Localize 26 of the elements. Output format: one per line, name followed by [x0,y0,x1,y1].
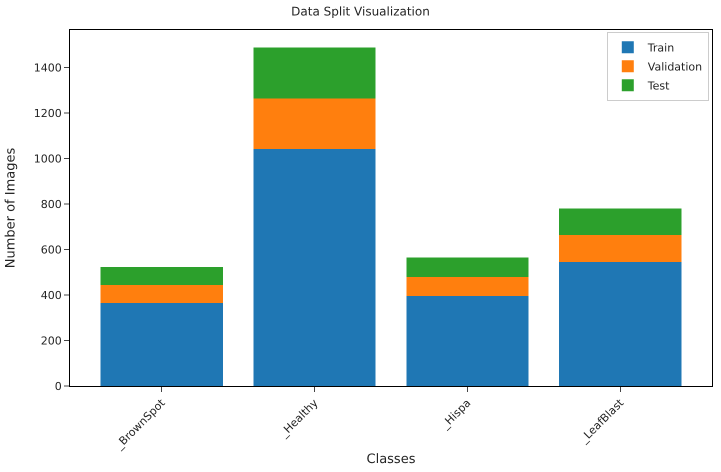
legend-label: Test [646,80,670,93]
bar [100,284,223,303]
y-tick-label: 800 [40,198,62,211]
chart-title: Data Split Visualization [291,4,430,18]
y-tick-label: 400 [40,288,62,302]
bar [406,257,529,278]
bar [253,48,376,99]
legend-label: Validation [648,60,702,74]
legend-label: Train [646,42,674,55]
x-axis-title: Classes [366,452,416,468]
bar [406,296,529,386]
bar [559,235,682,262]
y-tick-label: 1200 [34,106,62,120]
y-tick-label: 0 [54,380,62,393]
y-tick-label: 600 [40,243,62,256]
y-tick-label: 1000 [34,152,62,166]
bar [100,267,223,285]
y-axis-title: Number of Images [4,148,19,268]
y-tick-label: 1400 [34,61,62,74]
bar [406,277,529,296]
bar [559,262,682,386]
bar [253,148,376,386]
bar [100,302,223,386]
bar [253,98,376,149]
y-tick-label: 200 [40,334,62,348]
bar [559,208,682,236]
